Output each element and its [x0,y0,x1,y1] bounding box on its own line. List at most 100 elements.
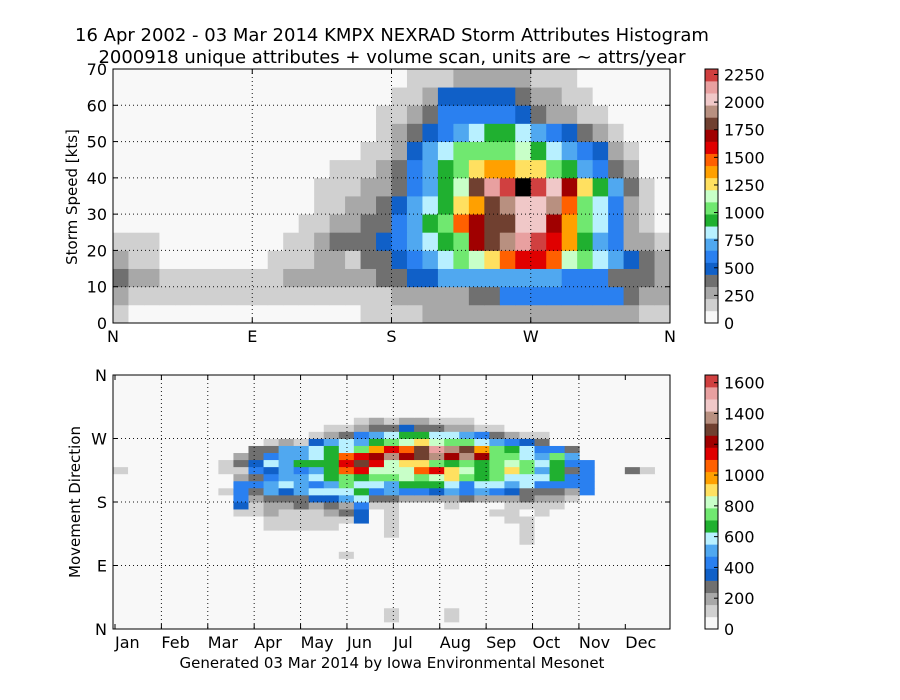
heatmap-cell [188,558,204,566]
heatmap-cell [422,286,439,306]
heatmap-cell [233,424,249,432]
heatmap-cell [639,268,655,288]
heatmap-cell [143,494,159,503]
heatmap-cell [345,105,361,124]
heatmap-cell [173,487,189,496]
heatmap-cell [218,431,234,439]
heatmap-cell [263,487,279,496]
heatmap-cell [236,268,253,288]
colorbar-segment [705,592,718,606]
heatmap-cell [190,214,207,233]
heatmap-cell [113,473,129,482]
heatmap-cell [173,417,189,425]
heatmap-cell [399,382,415,390]
heatmap-cell [437,141,454,161]
heatmap-cell [298,196,315,215]
heatmap-cell [624,473,641,482]
heatmap-cell [624,466,641,475]
x-tick-label: Dec [625,633,656,652]
heatmap-cell [468,304,485,324]
heatmap-cell [609,466,626,475]
heatmap-cell [329,159,346,179]
heatmap-cell [639,87,655,106]
heatmap-cell [609,403,626,411]
heatmap-cell [383,480,400,489]
heatmap-cell [654,537,671,545]
heatmap-cell [406,141,423,161]
heatmap-cell [530,123,547,142]
heatmap-cell [173,586,189,595]
heatmap-cell [293,614,310,623]
heatmap-cell [233,516,249,524]
heatmap-cell [218,509,234,517]
heatmap-cell [188,473,204,482]
heatmap-cell [293,593,310,602]
heatmap-cell [113,480,129,489]
heatmap-cell [489,438,505,446]
heatmap-cell [609,452,626,461]
heatmap-cell [609,565,626,573]
heatmap-cell [190,159,207,179]
heatmap-cell [188,445,204,454]
heatmap-cell [353,389,370,397]
heatmap-cell [323,389,340,397]
heatmap-cell [459,509,475,517]
heatmap-cell [489,403,505,411]
heatmap-cell [399,375,415,383]
heatmap-cell [534,621,550,630]
heatmap-cell [639,123,655,142]
heatmap-cell [399,530,415,538]
heatmap-cell [248,551,264,559]
heatmap-cell [383,558,400,566]
heatmap-cell [639,141,655,161]
heatmap-cell [368,600,385,609]
heatmap-cell [468,196,485,215]
heatmap-cell [489,382,505,390]
heatmap-cell [429,480,445,489]
heatmap-cell [577,141,594,161]
heatmap-cell [368,544,385,552]
heatmap-cell [203,523,219,531]
heatmap-cell [624,445,641,454]
heatmap-cell [534,530,550,538]
heatmap-cell [639,375,656,383]
heatmap-cell [564,565,581,573]
heatmap-cell [579,544,596,552]
heatmap-cell [308,424,325,432]
heatmap-cell [128,196,145,215]
heatmap-cell [221,232,238,251]
heatmap-cell [429,452,445,461]
heatmap-cell [549,466,566,475]
heatmap-cell [233,473,249,482]
heatmap-cell [353,530,370,538]
heatmap-cell [579,530,596,538]
heatmap-cell [489,480,505,489]
heatmap-cell [474,537,490,545]
heatmap-cell [608,87,624,106]
heatmap-cell [252,196,269,215]
heatmap-cell [519,417,535,425]
heatmap-cell [609,579,626,588]
heatmap-cell [248,389,264,397]
heatmap-cell [624,614,641,623]
heatmap-cell [173,389,189,397]
heatmap-cell [203,537,219,545]
colorbar-tick-label: 1500 [724,148,765,167]
heatmap-cell [474,509,490,517]
heatmap-cell [609,438,626,446]
heatmap-cell [594,410,611,418]
colorbar-segment [705,286,718,300]
heatmap-cell [534,480,550,489]
heatmap-cell [592,268,609,288]
heatmap-cell [143,268,160,288]
heatmap-cell [128,159,145,179]
heatmap-cell [391,159,408,179]
heatmap-cell [624,586,641,595]
heatmap-cell [338,600,355,609]
heatmap-cell [534,396,550,404]
heatmap-cell [128,537,144,545]
heatmap-cell [248,375,264,383]
heatmap-cell [383,607,400,616]
heatmap-cell [345,232,361,251]
heatmap-cell [530,105,547,124]
